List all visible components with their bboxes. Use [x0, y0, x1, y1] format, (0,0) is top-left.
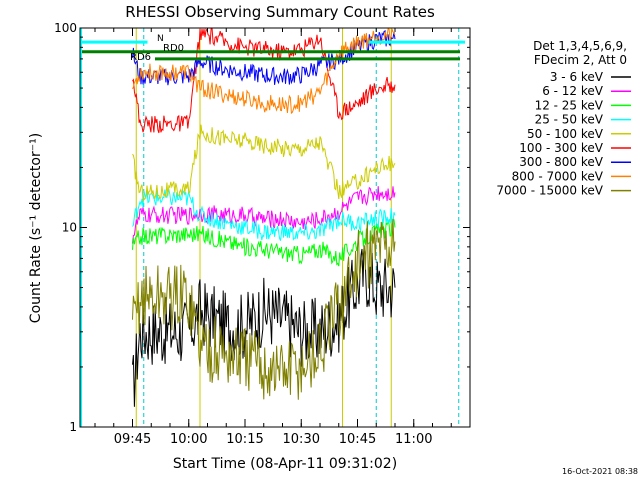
legend-label-4: 25 - 50 keV	[535, 113, 604, 127]
series-line-4	[132, 188, 396, 241]
y-tick-label: 10	[62, 221, 77, 235]
series-line-2	[132, 186, 396, 244]
x-tick-label: 10:15	[226, 432, 263, 447]
annotation-rd6: RD6	[130, 52, 151, 63]
legend-label-3: 12 - 25 keV	[535, 98, 604, 112]
x-tick-label: 11:00	[395, 432, 432, 447]
legend-label-5: 50 - 100 keV	[527, 127, 604, 141]
y-tick-label: 100	[54, 21, 77, 35]
series-line-1	[132, 245, 396, 407]
series-line-9	[132, 218, 396, 400]
legend-label-1: 3 - 6 keV	[550, 70, 604, 84]
legend-label-2: 6 - 12 keV	[542, 84, 604, 98]
series-line-5	[132, 124, 396, 202]
series-line-3	[132, 218, 396, 267]
annotation-rd0: RD0	[163, 43, 184, 54]
x-tick-label: 09:45	[114, 432, 151, 447]
legend-header-line2: FDecim 2, Att 0	[534, 53, 627, 67]
y-axis-label: Count Rate (s⁻¹ detector⁻¹)	[28, 133, 44, 323]
footer-timestamp: 16-Oct-2021 08:38	[562, 467, 638, 476]
x-tick-label: 10:00	[170, 432, 207, 447]
legend-label-7: 300 - 800 keV	[519, 155, 603, 169]
y-tick-label: 1	[69, 420, 77, 434]
chart-title: RHESSI Observing Summary Count Rates	[125, 3, 435, 21]
legend-header-line1: Det 1,3,4,5,6,9,	[533, 39, 627, 53]
series-line-6	[132, 28, 396, 134]
legend-label-6: 100 - 300 keV	[519, 141, 603, 155]
legend-label-8: 800 - 7000 keV	[512, 169, 604, 183]
x-tick-label: 10:30	[283, 432, 320, 447]
x-axis-label: Start Time (08-Apr-11 09:31:02)	[173, 456, 397, 472]
x-tick-label: 10:45	[339, 432, 376, 447]
series-line-8	[132, 28, 396, 115]
series-line-7	[132, 30, 396, 86]
legend-label-9: 7000 - 15000 keV	[496, 184, 603, 198]
annotation-n: N	[157, 34, 164, 44]
